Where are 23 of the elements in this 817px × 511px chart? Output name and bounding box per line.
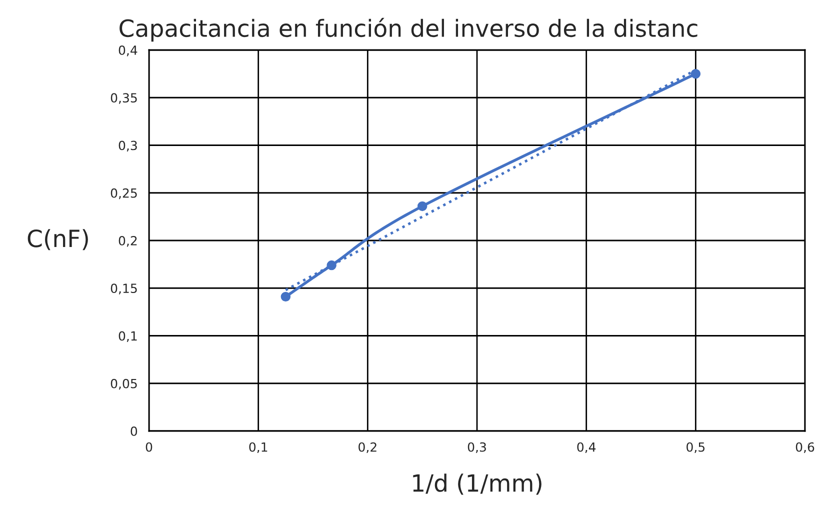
x-tick-label: 0,1: [249, 442, 268, 454]
y-tick-label: 0,25: [110, 188, 137, 200]
y-tick-label: 0,35: [110, 93, 137, 104]
point: [417, 201, 428, 212]
y-tick-label: 0,4: [118, 45, 138, 56]
x-tick-label: 0,3: [468, 442, 486, 454]
y-tick-label: 0,3: [118, 140, 137, 152]
y-axis-title: C(nF): [28, 229, 88, 250]
y-tick-label: 0,15: [110, 284, 137, 294]
x-tick-label: 0: [146, 442, 152, 452]
y-tick-label: 0: [130, 426, 138, 436]
x-tick-label: 0,2: [358, 442, 376, 454]
y-tick-label: 0,05: [110, 378, 137, 390]
point: [280, 292, 291, 302]
point: [326, 260, 336, 270]
chart-title: Capacitancia en función del inverso de la distanc: [120, 18, 698, 42]
x-tick-label: 0,6: [796, 442, 814, 454]
y-tick-label: 0,1: [118, 331, 137, 342]
x-axis-title: 1/d (1/mm): [413, 474, 542, 495]
y-tick-label: 0,2: [118, 236, 137, 247]
point: [690, 68, 701, 79]
x-tick-label: 0,4: [577, 442, 596, 454]
x-tick-label: 0,5: [686, 442, 705, 454]
